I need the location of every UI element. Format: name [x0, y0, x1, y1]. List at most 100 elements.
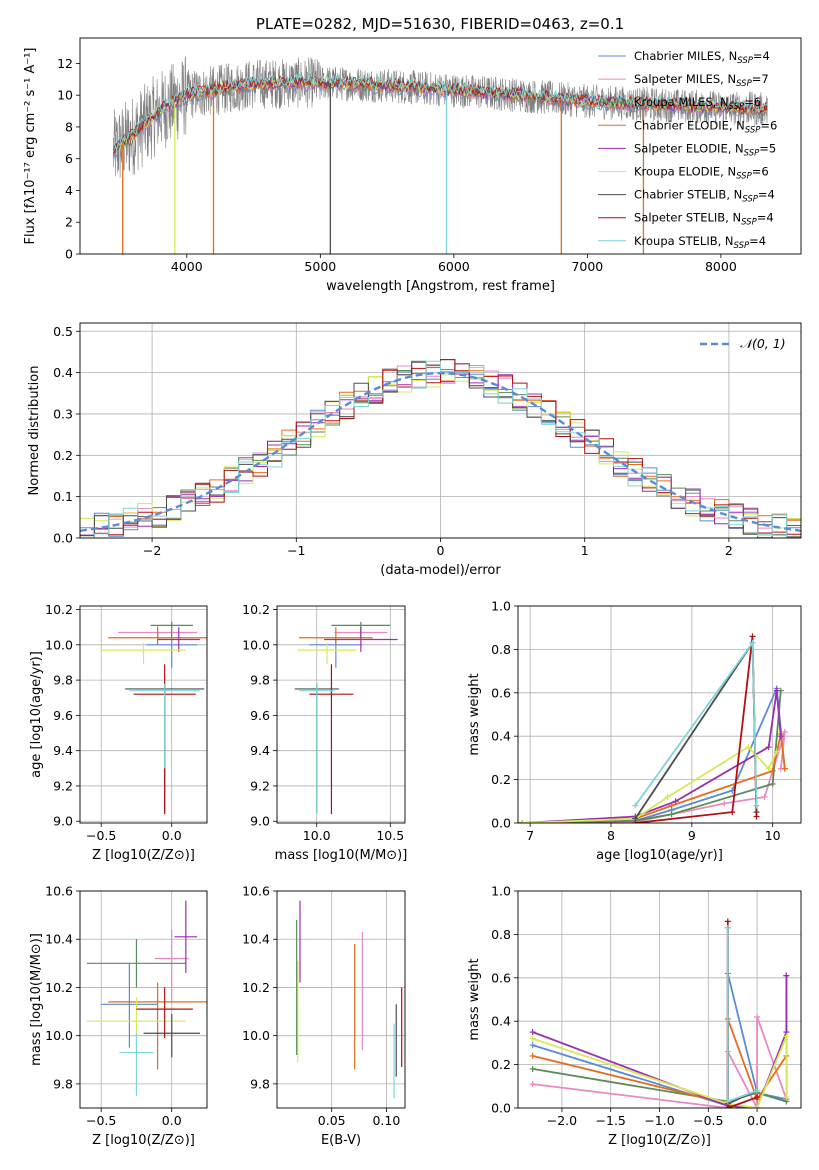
- weight-line-0: [521, 684, 786, 823]
- y-tick-label: 1.0: [491, 884, 511, 899]
- weight-marker-8: [632, 802, 639, 809]
- x-tick-label: 0.0: [162, 828, 182, 843]
- spectrum-model-line-8: [113, 72, 768, 152]
- y-tick-label: 10.0: [45, 637, 73, 652]
- weight-marker-3: [529, 1052, 536, 1059]
- x-axis-label: Z [log10(Z/Z⊙)]: [92, 848, 195, 863]
- x-tick-label: −1.5: [596, 1113, 626, 1128]
- weight-marker-1: [781, 728, 788, 735]
- panel-mass_vs_Z: −0.5 0.0 9.8 10.0 10.2 10.4 10.6 Z [log10(Z/Z⊙)…: [29, 884, 208, 1148]
- axes-frame: [517, 605, 802, 824]
- y-axis-label: age [log10(age/yr)]: [29, 651, 44, 778]
- x-tick-label: −0.5: [86, 828, 116, 843]
- y-tick-label: 10.6: [45, 884, 73, 899]
- weight-marker-2: [529, 1065, 536, 1072]
- panel-mass_vs_ebv: 0.05 0.10 9.8 10.0 10.2 10.4 10.6 E(B-V): [242, 884, 406, 1148]
- x-tick-label: 5000: [304, 259, 336, 274]
- y-tick-label: 10.2: [45, 980, 73, 995]
- weight-line-1: [521, 731, 786, 823]
- y-axis-label: mass weight: [467, 958, 482, 1040]
- y-tick-label: 9.2: [250, 778, 270, 793]
- y-tick-label: 10.6: [242, 884, 270, 899]
- weight-marker-7: [753, 813, 760, 820]
- weight-line-4: [521, 690, 782, 823]
- weight-marker-5: [783, 1094, 790, 1101]
- y-tick-label: 10.0: [242, 637, 270, 652]
- legend-label: Salpeter ELODIE, NSSP=5: [634, 141, 776, 158]
- weight-marker-4: [777, 733, 784, 740]
- plot-area: [519, 633, 788, 823]
- y-tick-label: 8: [65, 119, 73, 134]
- weight-marker-1: [721, 800, 728, 807]
- legend-label: Chabrier STELIB, NSSP=4: [634, 188, 775, 205]
- legend-label: Salpeter STELIB, NSSP=4: [634, 211, 774, 228]
- weight-marker-2: [668, 811, 675, 818]
- x-axis-label: mass [log10(M/M⊙)]: [275, 848, 408, 863]
- x-tick-label: 8000: [705, 259, 737, 274]
- axes-frame: [79, 605, 208, 824]
- normal-reference-curve: [80, 371, 801, 532]
- weight-marker-5: [529, 1035, 536, 1042]
- weight-marker-5: [664, 793, 671, 800]
- x-tick-label: −2: [143, 543, 161, 558]
- y-tick-label: 9.6: [53, 708, 73, 723]
- x-tick-label: 10.5: [376, 828, 404, 843]
- y-tick-label: 9.0: [53, 814, 73, 829]
- legend-label: Kroupa MILES, NSSP=6: [634, 95, 761, 112]
- weight-marker-3: [769, 767, 776, 774]
- x-tick-label: 6000: [438, 259, 470, 274]
- y-tick-label: 9.8: [53, 673, 73, 688]
- plot-area: [87, 900, 207, 1096]
- x-tick-label: 7000: [571, 259, 603, 274]
- x-axis-label: age [log10(age/yr)]: [596, 848, 723, 863]
- x-tick-label: −1: [287, 543, 305, 558]
- y-tick-label: 10.4: [242, 932, 270, 947]
- legend-label: Salpeter MILES, NSSP=7: [634, 72, 769, 89]
- y-tick-label: 0.0: [491, 1101, 511, 1116]
- x-tick-label: 10.0: [303, 828, 331, 843]
- y-axis-label: mass weight: [467, 673, 482, 755]
- y-tick-label: 9.8: [250, 1076, 270, 1091]
- weight-line-5: [532, 1036, 788, 1108]
- y-tick-label: 9.6: [250, 708, 270, 723]
- y-tick-label: 9.8: [53, 1076, 73, 1091]
- x-tick-label: 0.05: [318, 1113, 346, 1128]
- y-tick-label: 0.2: [491, 772, 511, 787]
- weight-marker-4: [529, 1029, 536, 1036]
- y-tick-label: 0.1: [53, 489, 73, 504]
- y-tick-label: 10: [57, 88, 73, 103]
- y-tick-label: 10.2: [242, 602, 270, 617]
- plot-area: [529, 918, 790, 1108]
- x-tick-label: −1.0: [644, 1113, 674, 1128]
- x-tick-label: 7: [526, 828, 534, 843]
- y-axis-label: mass [log10(M/M⊙)]: [29, 933, 44, 1066]
- y-tick-label: 0: [65, 247, 73, 262]
- x-axis-label: E(B-V): [321, 1133, 361, 1148]
- y-tick-label: 10.2: [45, 602, 73, 617]
- weight-marker-8: [753, 802, 760, 809]
- weight-marker-5: [754, 1105, 761, 1108]
- y-tick-label: 10.4: [45, 932, 73, 947]
- panel-weight_vs_Z: −2.0 −1.5 −1.0 −0.5 0.0 0.0 0.2 0.4 0.6 0.8 1.0 Z […: [467, 884, 802, 1148]
- y-tick-label: 0.6: [491, 685, 511, 700]
- axes-frame: [276, 605, 406, 824]
- plot-area: [296, 900, 403, 1099]
- y-tick-label: 0.4: [491, 1014, 511, 1029]
- spectrum-model-line-7: [113, 74, 768, 155]
- x-tick-label: 8: [607, 828, 615, 843]
- weight-marker-4: [783, 972, 790, 979]
- y-tick-label: 0.8: [491, 927, 511, 942]
- y-tick-label: 12: [57, 56, 73, 71]
- spectrum-legend: Chabrier MILES, NSSP=4 Salpeter MILES, NS…: [598, 49, 777, 251]
- y-tick-label: 9.4: [250, 743, 270, 758]
- y-tick-label: 0.4: [491, 729, 511, 744]
- weight-marker-8: [749, 639, 756, 646]
- y-tick-label: 10.0: [242, 1028, 270, 1043]
- weight-marker-7: [632, 820, 639, 823]
- axes-frame: [276, 890, 406, 1109]
- plot-area: [112, 56, 768, 254]
- plot-area: [101, 621, 207, 815]
- x-tick-label: −0.5: [693, 1113, 723, 1128]
- weight-marker-5: [783, 1033, 790, 1040]
